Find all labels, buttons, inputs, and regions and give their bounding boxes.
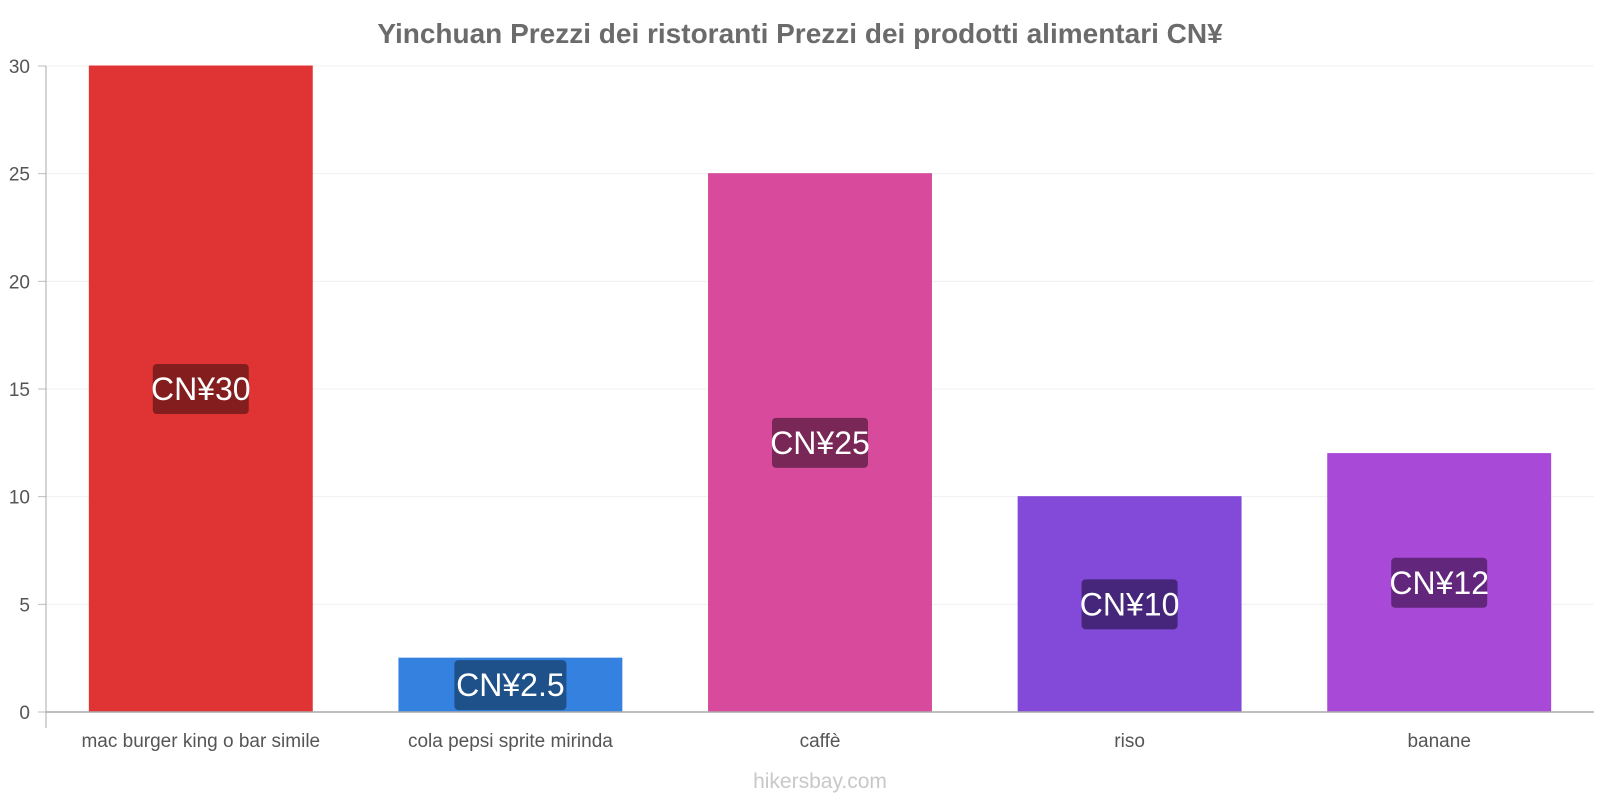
x-tick-label: caffè xyxy=(800,731,841,752)
y-tick-label: 30 xyxy=(9,57,30,78)
watermark: hikersbay.com xyxy=(753,770,887,793)
data-label: CN¥30 xyxy=(151,371,251,407)
data-label: CN¥12 xyxy=(1389,565,1489,601)
x-axis-ticks: mac burger king o bar simile cola pepsi s… xyxy=(81,731,1470,752)
y-tick-label: 25 xyxy=(9,165,30,186)
data-label-box xyxy=(1391,557,1488,608)
y-tick-label: 5 xyxy=(19,595,30,616)
x-tick-label: banane xyxy=(1407,731,1470,752)
y-tick-label: 20 xyxy=(9,272,30,293)
data-label: CN¥25 xyxy=(770,425,870,461)
y-tick-label: 0 xyxy=(19,703,30,724)
x-tick-label: cola pepsi sprite mirinda xyxy=(408,731,613,752)
data-label-box xyxy=(772,417,868,468)
data-label: CN¥10 xyxy=(1080,586,1180,622)
x-tick-label: mac burger king o bar simile xyxy=(81,731,320,752)
x-tick-label: riso xyxy=(1114,731,1145,752)
chart-title: Yinchuan Prezzi dei ristoranti Prezzi de… xyxy=(377,18,1223,49)
data-label-box xyxy=(454,660,567,711)
data-label: CN¥2.5 xyxy=(456,667,565,703)
data-label-box xyxy=(152,364,249,414)
data-labels: CN¥30 CN¥2.5 CN¥25 CN¥10 CN¥12 xyxy=(151,364,1489,711)
data-label-box xyxy=(1081,579,1178,630)
y-axis-ticks: 0 5 10 15 20 25 30 xyxy=(9,57,46,724)
y-tick-label: 15 xyxy=(9,380,30,401)
y-tick-label: 10 xyxy=(9,488,30,509)
